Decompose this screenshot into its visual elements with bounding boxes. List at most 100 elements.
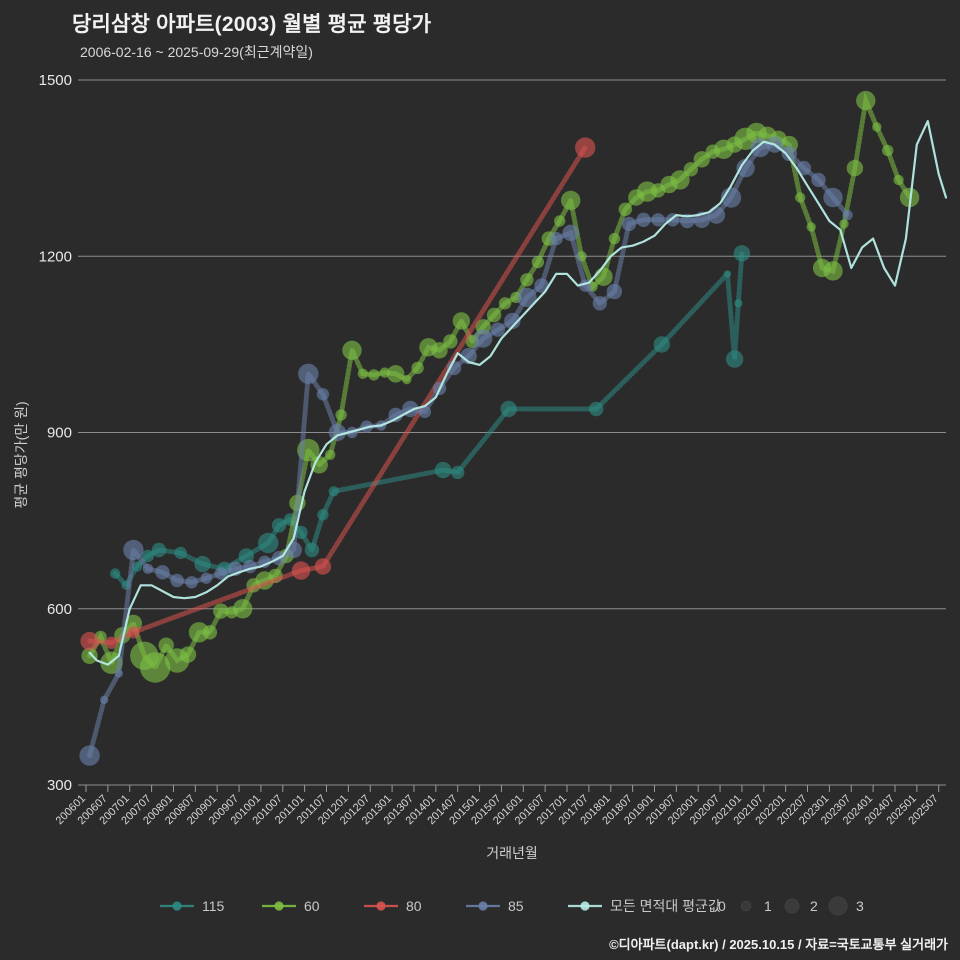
data-point xyxy=(328,486,339,497)
bubble-size-legend: 0 1 2 3 xyxy=(698,896,864,916)
size-legend-label: 2 xyxy=(810,898,818,914)
y-axis-tick-label: 900 xyxy=(47,425,72,442)
data-point xyxy=(736,158,755,178)
data-series-layer xyxy=(79,90,948,766)
data-point xyxy=(750,137,770,158)
data-point xyxy=(575,137,596,158)
data-point xyxy=(856,90,876,111)
data-point xyxy=(110,568,121,579)
x-axis-tick-marks xyxy=(85,785,940,792)
data-point xyxy=(823,187,843,208)
series-line xyxy=(112,250,745,590)
size-legend-item-2: 2 xyxy=(784,898,818,914)
series-line xyxy=(87,141,851,759)
legend-item-모든 면적대 평균값[interactable]: 모든 면적대 평균값 xyxy=(568,898,721,914)
data-point xyxy=(562,224,579,241)
data-point xyxy=(271,518,287,533)
series-85 xyxy=(79,136,853,766)
y-axis-tick-label: 1500 xyxy=(39,72,72,89)
size-legend-label: 0 xyxy=(718,898,726,914)
x-axis-tick-labels: 2006012006072007012007072008012008072009… xyxy=(54,793,941,827)
data-point xyxy=(882,144,894,157)
data-point xyxy=(549,231,563,246)
size-legend-label: 3 xyxy=(856,898,864,914)
data-point xyxy=(418,405,432,419)
page-title: 당리삼창 아파트(2003) 월별 평균 평당가 xyxy=(72,13,432,36)
series-average xyxy=(88,120,948,666)
data-point xyxy=(608,232,621,245)
data-point xyxy=(310,456,328,474)
data-point xyxy=(368,369,380,381)
data-point xyxy=(141,549,155,563)
data-point xyxy=(693,151,710,168)
data-point xyxy=(517,287,537,308)
size-legend-bubble xyxy=(698,904,702,908)
data-point xyxy=(213,603,229,619)
data-point xyxy=(561,190,581,211)
data-point xyxy=(500,400,517,418)
data-point xyxy=(872,122,882,132)
size-legend-bubble xyxy=(784,898,800,914)
x-axis-title: 거래년월 xyxy=(486,845,538,861)
data-point xyxy=(298,363,319,384)
data-point xyxy=(842,209,853,221)
legend-marker-swatch xyxy=(274,901,284,911)
data-point xyxy=(214,567,227,580)
data-point xyxy=(114,669,124,678)
data-point xyxy=(446,360,462,376)
data-point xyxy=(325,449,336,460)
data-point xyxy=(723,270,732,278)
data-point xyxy=(474,329,493,348)
legend-label: 80 xyxy=(406,898,422,914)
data-point xyxy=(594,267,613,286)
chart-legend[interactable]: 115 60 80 85 모든 면적대 평균값 xyxy=(160,898,721,914)
average-line xyxy=(88,120,948,666)
legend-item-80[interactable]: 80 xyxy=(364,898,422,914)
series-line xyxy=(87,91,913,672)
data-point xyxy=(621,216,637,232)
data-point xyxy=(443,334,458,349)
data-point xyxy=(606,283,623,300)
legend-item-60[interactable]: 60 xyxy=(262,898,320,914)
data-point xyxy=(188,622,210,643)
data-point xyxy=(670,170,690,190)
data-point xyxy=(258,555,271,568)
data-point xyxy=(291,561,311,580)
data-point xyxy=(504,312,521,330)
data-point xyxy=(328,423,347,442)
data-point xyxy=(795,192,806,203)
data-point xyxy=(733,245,751,262)
y-axis-tick-labels: 300 600 900 1200 1500 xyxy=(39,72,72,794)
data-point xyxy=(151,542,167,558)
legend-item-115[interactable]: 115 xyxy=(160,898,225,914)
data-point xyxy=(194,555,211,573)
data-point xyxy=(823,261,843,281)
legend-label: 115 xyxy=(202,898,225,914)
size-legend-bubble xyxy=(740,900,752,912)
data-point xyxy=(411,361,424,375)
data-point xyxy=(811,172,826,188)
data-point xyxy=(554,215,566,227)
series-60 xyxy=(81,90,920,683)
size-legend-item-1: 1 xyxy=(740,898,772,914)
y-axis-tick-label: 600 xyxy=(47,601,72,618)
data-point xyxy=(387,365,405,383)
data-point xyxy=(131,561,143,572)
data-point xyxy=(683,162,699,177)
data-point xyxy=(140,652,171,683)
data-point xyxy=(402,374,412,385)
size-legend-label: 1 xyxy=(764,898,772,914)
data-point xyxy=(200,572,212,584)
data-point xyxy=(451,465,465,480)
data-point xyxy=(734,299,743,308)
data-point xyxy=(174,546,187,560)
data-point xyxy=(258,532,279,554)
legend-item-85[interactable]: 85 xyxy=(466,898,524,914)
data-point xyxy=(79,745,100,766)
data-point xyxy=(158,637,174,653)
legend-label: 60 xyxy=(304,898,320,914)
data-point xyxy=(618,202,632,216)
data-point xyxy=(680,213,695,229)
legend-marker-swatch xyxy=(172,901,182,911)
data-point xyxy=(170,573,184,588)
